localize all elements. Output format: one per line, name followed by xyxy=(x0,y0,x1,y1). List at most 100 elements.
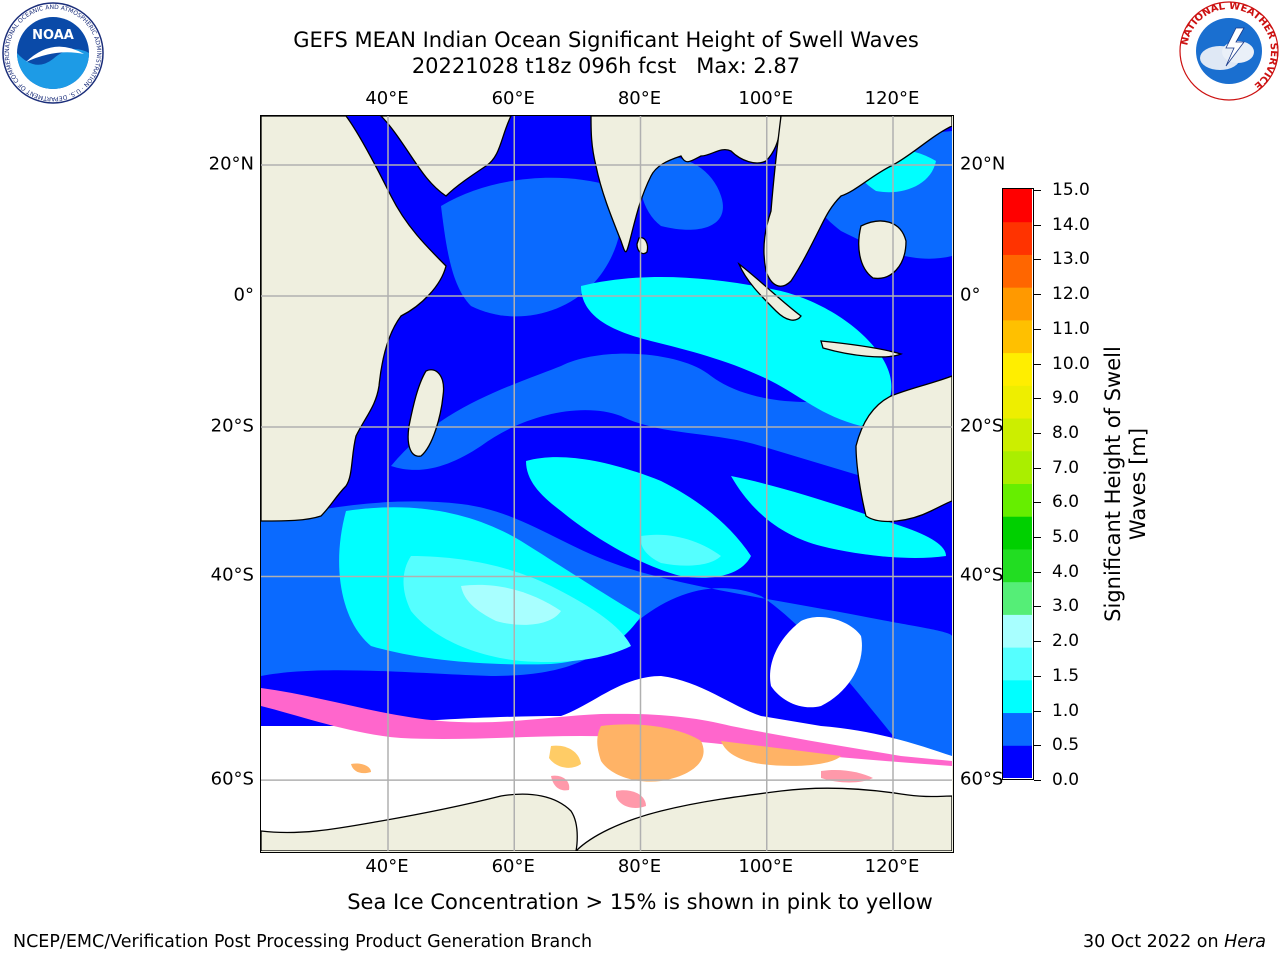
colorbar-tick-label: 14.0 xyxy=(1052,214,1090,235)
lat-label-left: 20°S xyxy=(210,415,254,437)
colorbar-tick-label: 9.0 xyxy=(1052,388,1080,409)
arabia xyxy=(380,116,512,197)
colorbar-label: Significant Height of Swell Waves [m] xyxy=(1101,346,1150,622)
lon-label-top: 120°E xyxy=(864,88,920,109)
lon-label-bottom: 100°E xyxy=(738,856,794,877)
lon-label-bottom: 80°E xyxy=(617,856,662,877)
colorbar-tick-mark xyxy=(1034,780,1041,781)
colorbar-tick-label: 11.0 xyxy=(1052,318,1090,339)
colorbar-band xyxy=(1003,189,1032,223)
antarctica xyxy=(261,793,578,852)
colorbar-tick-label: 1.5 xyxy=(1052,665,1080,686)
colorbar-band xyxy=(1003,679,1032,714)
colorbar xyxy=(1002,188,1034,780)
colorbar-tick-mark xyxy=(1034,398,1041,400)
colorbar-tick-mark xyxy=(1034,224,1041,226)
lon-label-bottom: 120°E xyxy=(864,856,920,877)
colorbar-band xyxy=(1003,385,1032,419)
colorbar-band xyxy=(1003,516,1032,550)
colorbar-tick-label: 8.0 xyxy=(1052,422,1080,443)
chart-title: GEFS MEAN Indian Ocean Significant Heigh… xyxy=(293,28,919,52)
colorbar-bands xyxy=(1003,189,1032,779)
australia xyxy=(855,375,953,523)
colorbar-tick-mark xyxy=(1034,190,1041,191)
lat-label-right: 20°S xyxy=(960,415,1004,437)
antarctica-east xyxy=(574,787,953,852)
colorbar-tick-mark xyxy=(1034,363,1041,365)
africa xyxy=(261,116,447,522)
southeast-asia xyxy=(763,116,953,287)
colorbar-tick-label: 0.5 xyxy=(1052,735,1080,756)
colorbar-tick-label: 0.0 xyxy=(1052,770,1080,790)
colorbar-tick-mark xyxy=(1034,432,1041,434)
colorbar-tick-mark xyxy=(1034,467,1041,469)
lon-label-top: 60°E xyxy=(491,88,535,109)
colorbar-tick-label: 4.0 xyxy=(1052,561,1080,582)
colorbar-tick-label: 13.0 xyxy=(1052,249,1090,270)
colorbar-tick-mark xyxy=(1034,328,1041,330)
colorbar-band xyxy=(1003,254,1032,288)
colorbar-tick-label: 6.0 xyxy=(1052,492,1080,513)
lat-label-left: 0° xyxy=(233,284,254,306)
footer-producer: NCEP/EMC/Verification Post Processing Pr… xyxy=(13,932,593,952)
colorbar-tick-label: 7.0 xyxy=(1052,457,1080,478)
colorbar-band xyxy=(1003,418,1032,452)
colorbar-band xyxy=(1003,483,1032,517)
swell-band-2-5m xyxy=(461,584,561,625)
colorbar-tick-mark xyxy=(1034,259,1041,261)
lon-label-top: 80°E xyxy=(617,88,662,109)
india xyxy=(590,116,782,253)
lon-label-top: 100°E xyxy=(738,88,794,109)
colorbar-band xyxy=(1003,221,1032,255)
gridlines xyxy=(261,116,952,851)
footer-date-text: 30 Oct 2022 on xyxy=(1083,932,1225,952)
lat-label-right: 60°S xyxy=(960,768,1004,790)
colorbar-band xyxy=(1003,548,1032,583)
colorbar-tick-mark xyxy=(1034,710,1041,712)
colorbar-tick-label: 10.0 xyxy=(1052,353,1090,374)
lon-label-top: 40°E xyxy=(365,88,409,109)
lat-label-right: 20°N xyxy=(960,153,1006,175)
colorbar-tick-mark xyxy=(1034,502,1041,504)
colorbar-band xyxy=(1003,319,1032,354)
colorbar-tick-mark xyxy=(1034,641,1041,643)
lat-label-right: 40°S xyxy=(960,564,1004,586)
borneo xyxy=(858,220,907,279)
colorbar-band xyxy=(1003,581,1032,615)
footer-date: 30 Oct 2022 on Hera xyxy=(1083,932,1266,952)
colorbar-tick-mark xyxy=(1034,537,1041,539)
noaa-logo-text: NOAA xyxy=(32,28,74,43)
sri-lanka xyxy=(636,237,649,255)
lat-label-left: 20°N xyxy=(208,153,254,175)
colorbar-band xyxy=(1003,745,1032,779)
map-plot xyxy=(261,116,953,852)
nws-logo: NATIONAL WEATHER SERVICE xyxy=(1179,1,1279,101)
colorbar-tick-mark xyxy=(1034,675,1041,677)
colorbar-tick-label: 2.0 xyxy=(1052,631,1080,652)
colorbar-tick-label: 15.0 xyxy=(1052,180,1090,200)
java xyxy=(820,340,903,358)
noaa-logo: NATIONAL OCEANIC AND ATMOSPHERIC ADMINIS… xyxy=(2,2,104,104)
colorbar-tick-mark xyxy=(1034,745,1041,747)
lat-label-left: 60°S xyxy=(210,768,254,790)
madagascar xyxy=(407,369,445,457)
map-frame xyxy=(260,115,954,853)
colorbar-band xyxy=(1003,614,1032,648)
footer-host: Hera xyxy=(1224,932,1266,952)
lat-label-left: 40°S xyxy=(210,564,254,586)
colorbar-band xyxy=(1003,352,1032,386)
lat-label-right: 0° xyxy=(960,284,981,306)
colorbar-tick-label: 1.0 xyxy=(1052,700,1080,721)
sea-ice-note: Sea Ice Concentration > 15% is shown in … xyxy=(347,890,933,914)
colorbar-band xyxy=(1003,287,1032,321)
colorbar-tick-label: 3.0 xyxy=(1052,596,1080,617)
colorbar-tick-label: 5.0 xyxy=(1052,527,1080,548)
chart-subtitle: 20221028 t18z 096h fcst Max: 2.87 xyxy=(411,54,801,78)
colorbar-band xyxy=(1003,450,1032,484)
colorbar-tick-mark xyxy=(1034,294,1041,296)
lon-label-bottom: 40°E xyxy=(365,856,409,877)
colorbar-tick-label: 12.0 xyxy=(1052,284,1090,305)
lon-label-bottom: 60°E xyxy=(491,856,535,877)
colorbar-band xyxy=(1003,712,1032,746)
colorbar-tick-mark xyxy=(1034,606,1041,608)
